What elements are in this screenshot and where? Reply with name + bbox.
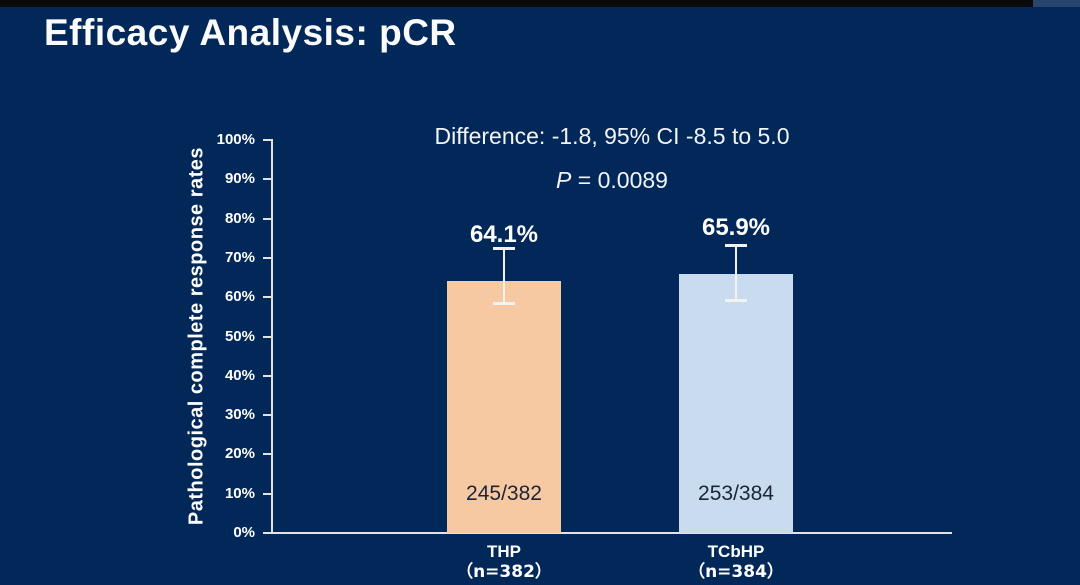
y-tick-label: 70% [224, 248, 255, 266]
y-tick-label: 80% [224, 209, 255, 227]
error-bar-upper-cap-tcbhp [725, 243, 747, 247]
y-tick-mark [263, 217, 272, 220]
x-axis-label-n-tcbhp: （n=384） [688, 562, 784, 582]
x-axis-label-tcbhp: TCbHP （n=384） [626, 541, 846, 583]
difference-annotation: Difference: -1.8, 95% CI -8.5 to 5.0 [434, 123, 790, 149]
value-label-thp: 64.1% [469, 221, 539, 249]
x-axis-label-name-thp: THP [487, 542, 521, 561]
y-tick-label: 20% [224, 445, 255, 463]
value-label-tcbhp: 65.9% [701, 214, 771, 241]
y-tick-mark [263, 453, 272, 456]
error-bar-line-tcbhp [735, 244, 737, 300]
y-tick-mark [263, 256, 272, 259]
y-tick-label: 30% [224, 406, 255, 424]
pvalue-annotation: P = 0.0089 [272, 166, 952, 194]
bar-tcbhp [679, 274, 793, 533]
y-tick-label: 0% [233, 524, 255, 541]
error-bar-upper-cap-thp [493, 247, 515, 251]
y-tick-label: 10% [224, 484, 255, 502]
y-tick-label: 60% [224, 288, 255, 306]
x-axis-label-n-thp: （n=382） [456, 562, 552, 582]
y-tick-label: 50% [224, 327, 255, 345]
y-tick-mark [263, 335, 272, 338]
x-axis-label-thp: THP （n=382） [394, 541, 614, 583]
error-bar-line-thp [503, 248, 505, 304]
top-strip-end-segment [1033, 0, 1080, 7]
y-tick-mark [263, 492, 272, 495]
count-label-thp: 245/382 [466, 482, 542, 505]
y-tick-mark [263, 139, 272, 141]
top-strip [0, 0, 1033, 7]
error-bar-lower-cap-tcbhp [725, 298, 747, 302]
y-tick-mark [263, 374, 272, 377]
x-axis-line [271, 532, 952, 534]
y-tick-label: 40% [224, 366, 255, 384]
y-tick-mark [263, 178, 272, 181]
count-label-tcbhp: 253/384 [698, 482, 774, 505]
bar-thp [447, 281, 561, 533]
y-tick-label: 100% [216, 131, 255, 148]
page-title: Efficacy Analysis: pCR [44, 12, 457, 53]
error-bar-lower-cap-thp [493, 302, 515, 306]
y-axis-line [271, 139, 273, 534]
y-tick-mark [263, 296, 272, 299]
y-tick-mark [263, 414, 272, 417]
y-tick-label: 90% [224, 170, 255, 188]
y-tick-mark [263, 532, 272, 534]
pvalue-symbol: P [556, 167, 572, 193]
pvalue-text: = 0.0089 [571, 167, 668, 193]
x-axis-label-name-tcbhp: TCbHP [707, 542, 765, 561]
